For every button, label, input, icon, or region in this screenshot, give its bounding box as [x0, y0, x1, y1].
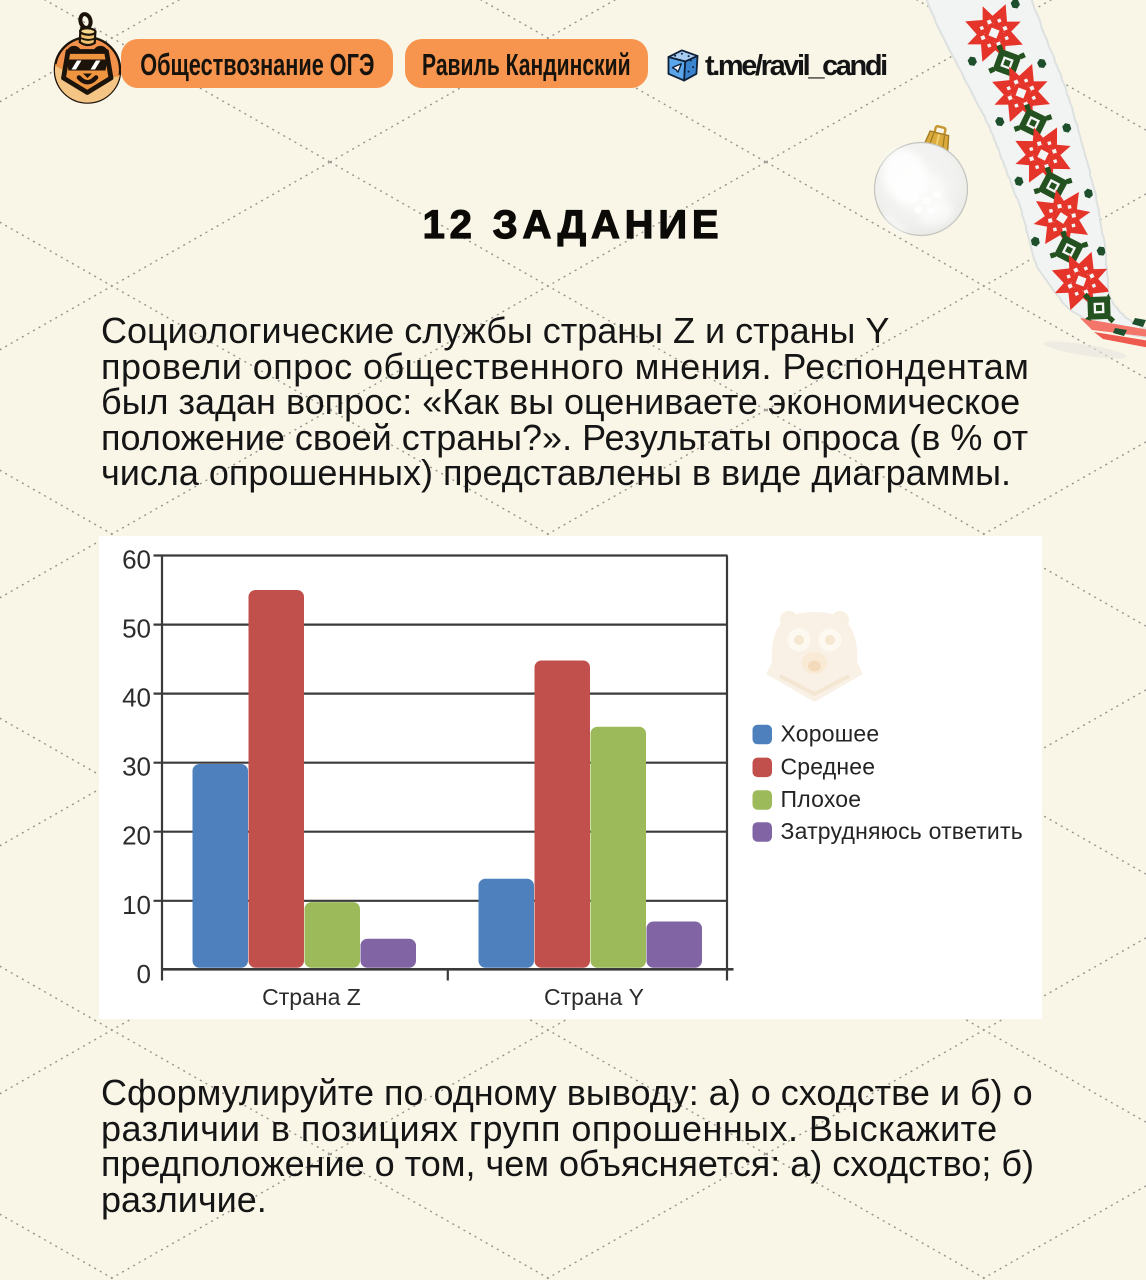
svg-text:50: 50 [122, 614, 151, 644]
svg-text:40: 40 [122, 683, 151, 713]
svg-text:60: 60 [122, 545, 151, 575]
svg-text:0: 0 [137, 959, 151, 989]
svg-text:30: 30 [122, 752, 151, 782]
svg-text:Плохое: Плохое [781, 786, 862, 812]
svg-text:Среднее: Среднее [781, 753, 876, 779]
svg-text:10: 10 [122, 890, 151, 920]
svg-text:Страна Y: Страна Y [544, 984, 644, 1010]
svg-text:Страна Z: Страна Z [262, 984, 361, 1010]
svg-text:Хорошее: Хорошее [781, 721, 880, 747]
svg-text:20: 20 [122, 821, 151, 851]
svg-text:Затрудняюсь ответить: Затрудняюсь ответить [781, 818, 1023, 844]
